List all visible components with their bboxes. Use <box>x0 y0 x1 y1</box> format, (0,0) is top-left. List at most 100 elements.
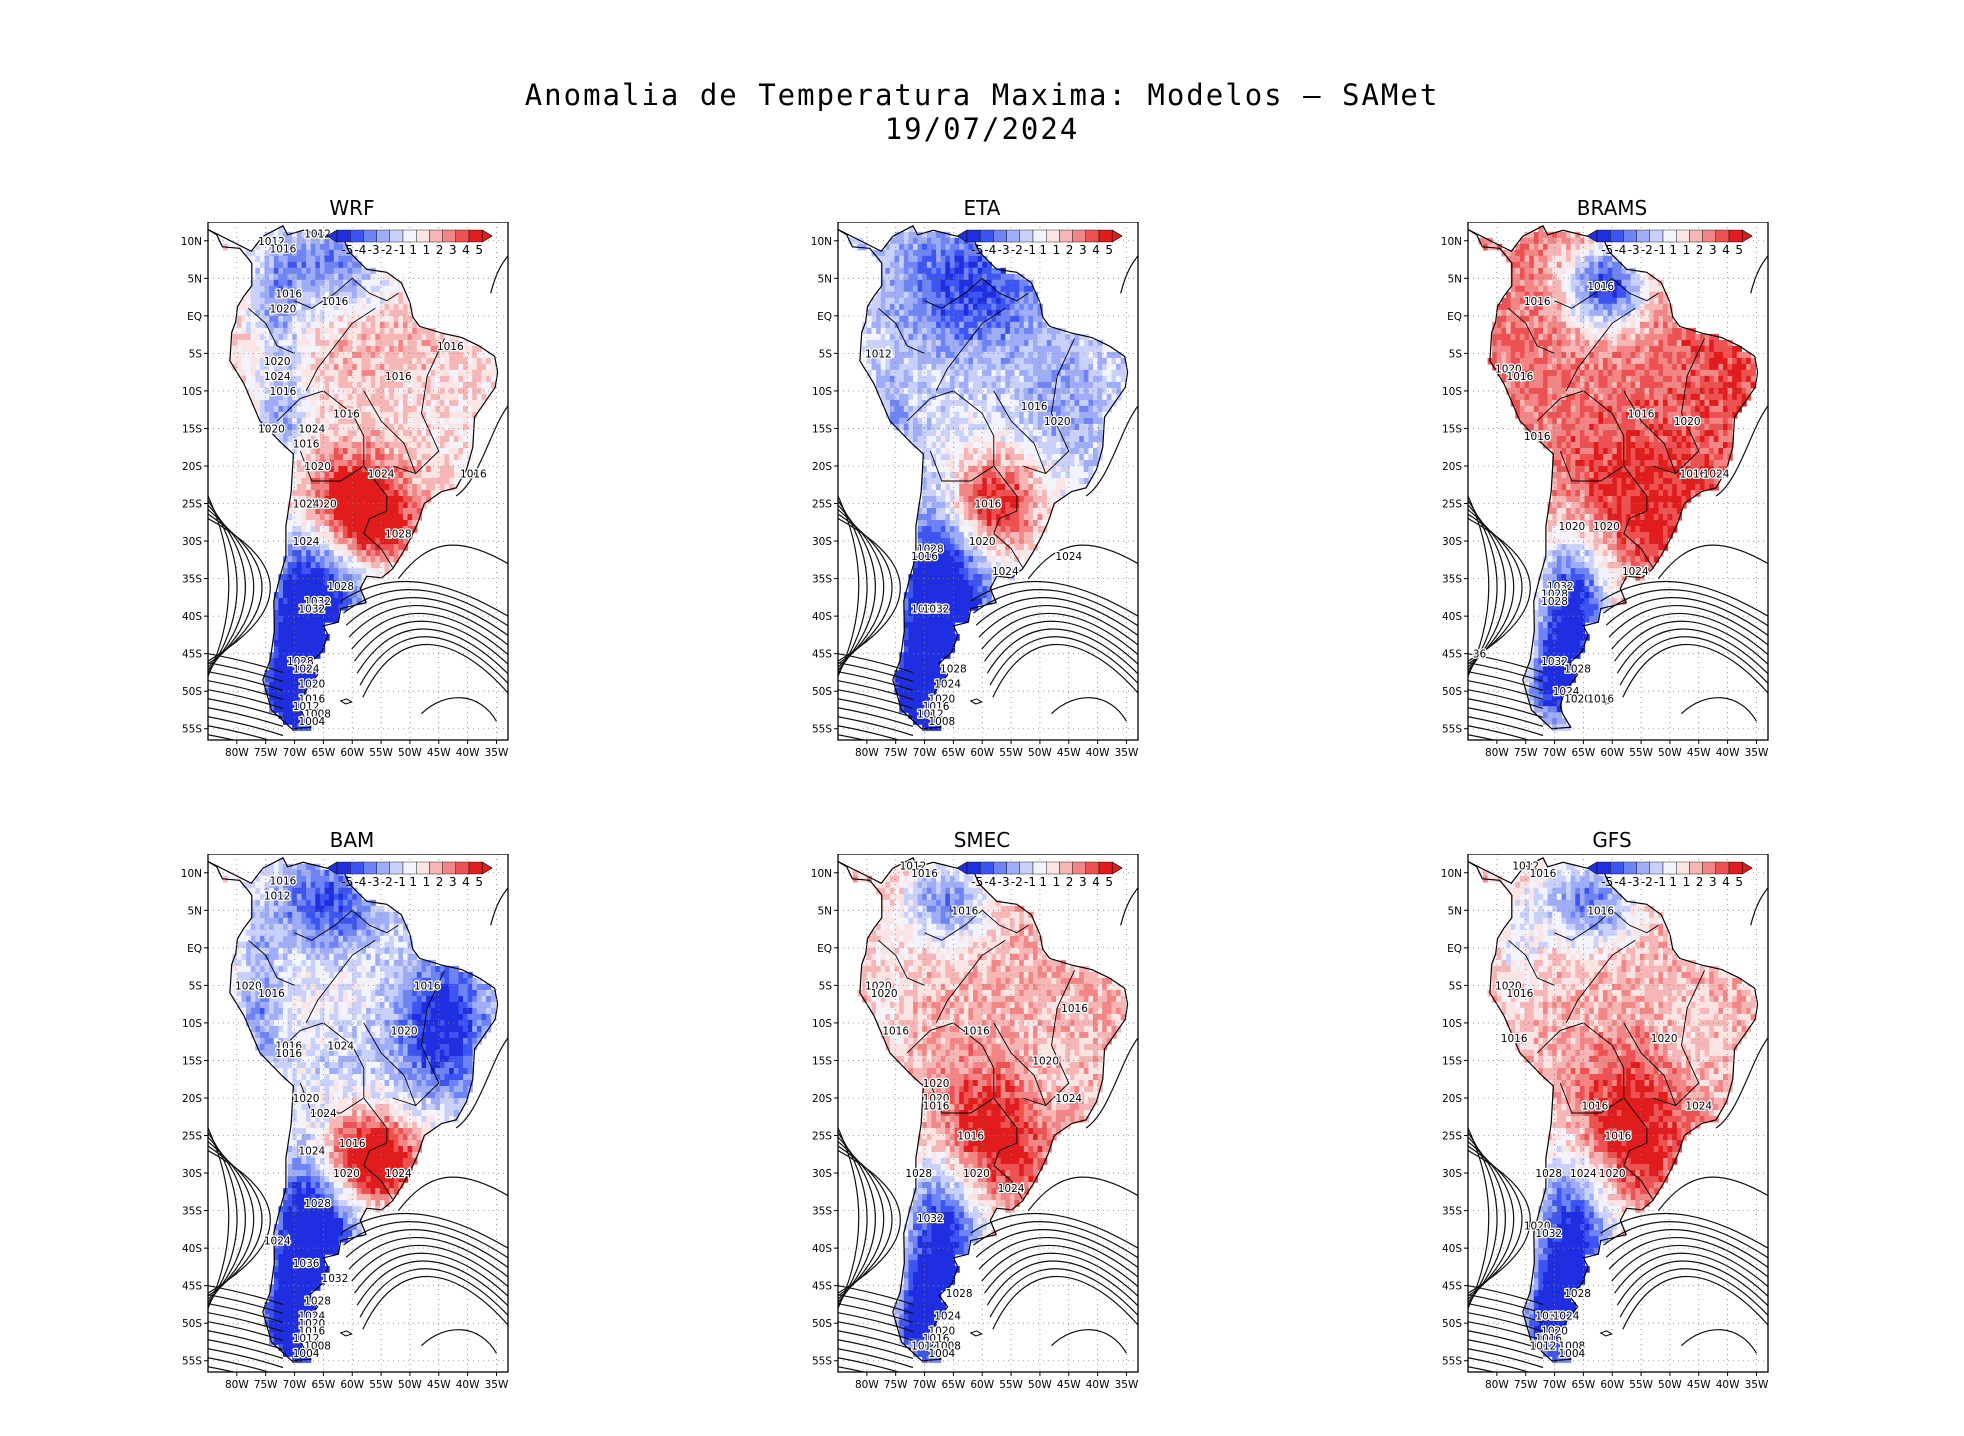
anomaly-cell <box>287 261 293 269</box>
anomaly-cell <box>255 321 261 329</box>
anomaly-cell <box>926 291 932 299</box>
anomaly-cell <box>338 291 344 299</box>
anomaly-cell <box>356 267 362 275</box>
anomaly-cell <box>379 442 386 449</box>
anomaly-cell <box>278 273 284 281</box>
anomaly-cell <box>991 297 997 305</box>
anomaly-cell <box>1046 508 1052 515</box>
anomaly-cell <box>338 586 344 593</box>
anomaly-cell <box>333 393 339 401</box>
anomaly-cell <box>996 478 1002 485</box>
anomaly-cell <box>315 556 321 563</box>
anomaly-cell <box>1037 532 1043 539</box>
anomaly-cell <box>259 417 266 425</box>
anomaly-cell <box>1014 417 1020 425</box>
anomaly-cell <box>1000 508 1006 515</box>
anomaly-cell <box>954 502 960 509</box>
anomaly-cell <box>1042 484 1048 491</box>
anomaly-cell <box>986 478 992 485</box>
anomaly-cell <box>301 285 307 293</box>
anomaly-cell <box>908 430 914 437</box>
anomaly-cell <box>926 604 932 611</box>
anomaly-cell <box>1019 472 1025 479</box>
anomaly-cell <box>926 243 932 251</box>
anomaly-cell <box>1014 369 1020 377</box>
anomaly-cell <box>949 484 956 491</box>
anomaly-cell <box>278 387 284 395</box>
anomaly-cell <box>255 375 261 383</box>
graticule <box>208 222 508 740</box>
anomaly-cell <box>1093 454 1099 461</box>
anomaly-cell <box>283 700 289 707</box>
anomaly-cell <box>453 369 459 377</box>
anomaly-cell <box>991 393 997 401</box>
anomaly-cell <box>1028 550 1034 557</box>
anomaly-cell <box>1056 399 1062 407</box>
anomaly-cell <box>250 381 256 389</box>
anomaly-cell <box>1033 327 1039 335</box>
anomaly-cell <box>959 562 965 569</box>
anomaly-cell <box>333 538 339 545</box>
anomaly-cell <box>283 640 289 647</box>
anomaly-cell <box>393 333 399 341</box>
anomaly-cell <box>926 514 932 521</box>
anomaly-cell <box>963 357 969 365</box>
anomaly-cell <box>908 369 914 377</box>
anomaly-cell <box>333 363 339 371</box>
anomaly-cell <box>1009 460 1016 467</box>
anomaly-cell <box>306 423 312 431</box>
anomaly-cell <box>255 315 261 323</box>
anomaly-cell <box>1046 484 1052 491</box>
anomaly-cell <box>324 291 330 299</box>
anomaly-cell <box>931 490 937 497</box>
anomaly-cell <box>407 532 413 539</box>
anomaly-cell <box>412 484 418 491</box>
anomaly-cell <box>278 279 284 287</box>
anomaly-cell <box>991 526 997 533</box>
anomaly-cell <box>458 345 464 353</box>
anomaly-cell <box>991 309 997 317</box>
anomaly-cell <box>949 357 956 365</box>
anomaly-cell <box>996 562 1002 569</box>
anomaly-cell <box>982 339 988 347</box>
anomaly-cell <box>1042 423 1048 431</box>
anomaly-cell <box>269 333 275 341</box>
anomaly-cell <box>407 508 413 515</box>
anomaly-cell <box>458 423 464 431</box>
anomaly-cell <box>1009 315 1016 323</box>
anomaly-cell <box>370 303 376 311</box>
anomaly-cell <box>416 423 422 431</box>
anomaly-cell <box>917 249 923 257</box>
anomaly-cell <box>421 345 427 353</box>
anomaly-cell <box>269 339 275 347</box>
anomaly-cell <box>463 381 469 389</box>
anomaly-cell <box>991 279 997 287</box>
anomaly-cell <box>356 303 362 311</box>
anomaly-cell <box>1033 526 1039 533</box>
anomaly-cell <box>917 423 923 431</box>
anomaly-cell <box>1033 357 1039 365</box>
anomaly-cell <box>310 255 316 263</box>
anomaly-cell <box>426 345 432 353</box>
anomaly-cell <box>940 490 946 497</box>
anomaly-cell <box>338 369 344 377</box>
anomaly-cell <box>908 628 914 635</box>
anomaly-cell <box>301 502 307 509</box>
anomaly-cell <box>370 502 376 509</box>
anomaly-cell <box>931 544 937 551</box>
anomaly-cell <box>1000 411 1006 419</box>
anomaly-cell <box>306 478 312 485</box>
anomaly-cell <box>945 417 951 425</box>
anomaly-cell <box>449 478 455 485</box>
anomaly-cell <box>1060 327 1066 335</box>
anomaly-cell <box>347 273 353 281</box>
anomaly-cell <box>370 273 376 281</box>
anomaly-cell <box>913 423 919 431</box>
anomaly-cell <box>954 526 960 533</box>
anomaly-cell <box>1079 448 1085 455</box>
anomaly-cell <box>356 574 362 581</box>
anomaly-cell <box>926 285 932 293</box>
anomaly-cell <box>467 399 473 407</box>
anomaly-cell <box>343 411 349 419</box>
anomaly-cell <box>1111 357 1117 365</box>
